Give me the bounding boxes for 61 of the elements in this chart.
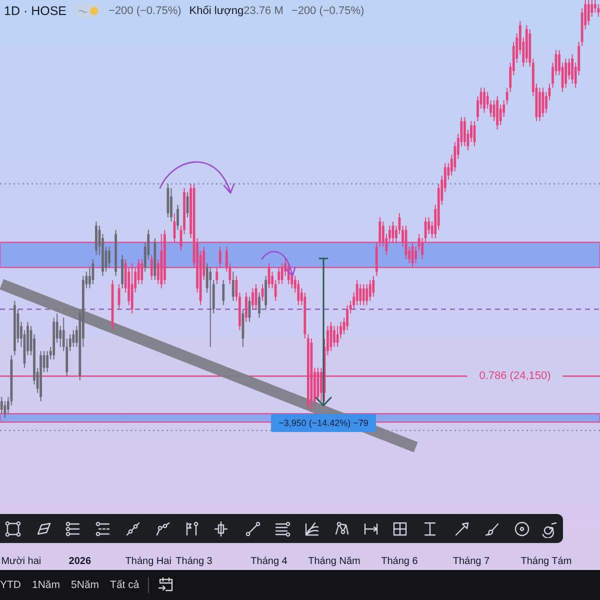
annotation: 0.786 (24,150) [479, 370, 551, 382]
candlestick [46, 350, 49, 372]
chart-title: 1D · HOSE [4, 4, 67, 18]
candlestick [366, 284, 368, 306]
candlestick [72, 330, 75, 348]
candlestick [232, 271, 234, 302]
candlestick [0, 396, 3, 414]
x-tick-label: Tháng Tám [520, 556, 572, 567]
candlestick [597, 4, 600, 18]
candlestick [258, 292, 260, 318]
candlestick [362, 284, 365, 306]
bottom-panel: YTD 1Năm 5Năm Tất cả [0, 570, 600, 600]
candlestick [424, 216, 427, 243]
candlestick [140, 258, 144, 285]
candlestick [245, 292, 248, 322]
x-tick-label: Tháng 6 [381, 556, 418, 567]
candlestick [218, 246, 222, 268]
candlestick [414, 246, 417, 264]
candlestick [216, 266, 218, 285]
candlestick [564, 58, 567, 88]
x-tick-label: Tháng 4 [250, 556, 288, 567]
candlestick [372, 275, 375, 298]
candlestick [463, 116, 466, 147]
candlestick [590, 0, 594, 18]
annotation: −200 (−0.75%) [291, 5, 364, 17]
x-tick-label: Mười hai [1, 556, 42, 567]
candlestick [368, 280, 372, 302]
candlestick [297, 280, 300, 306]
candlestick [150, 254, 153, 281]
candlestick [506, 87, 508, 105]
candlestick [59, 325, 62, 348]
x-tick-label: Tháng Năm [308, 556, 360, 567]
candlestick [421, 238, 424, 260]
candlestick [252, 288, 254, 310]
candlestick [428, 216, 430, 235]
candlestick [356, 280, 358, 306]
annotation: −200 (−0.75%) [108, 5, 182, 17]
x-tick-label: 2026 [68, 556, 92, 567]
candlestick [499, 104, 502, 126]
candlestick [280, 262, 284, 285]
candlestick [378, 216, 382, 248]
annotation: 23.76 M [244, 5, 284, 17]
candlestick [222, 280, 225, 306]
x-tick-label: Tháng Hai [125, 556, 172, 567]
candlestick [108, 246, 110, 268]
candlestick [571, 54, 574, 84]
x-tick-label: Tháng 3 [176, 556, 213, 567]
candlestick [278, 266, 280, 285]
candlestick [176, 204, 179, 230]
candlestick [346, 304, 349, 331]
candlestick [209, 266, 212, 348]
candlestick [170, 188, 172, 222]
candlestick [359, 284, 362, 306]
candlestick [333, 325, 336, 348]
x-tick-label: Tháng 7 [452, 556, 490, 567]
candlestick [587, 0, 590, 26]
candlestick [4, 400, 6, 418]
text: −3,950 (−14.42%) −79 [278, 418, 368, 428]
annotation: Khối lượng [189, 5, 244, 17]
candlestick [594, 0, 596, 14]
candlestick [483, 87, 486, 114]
